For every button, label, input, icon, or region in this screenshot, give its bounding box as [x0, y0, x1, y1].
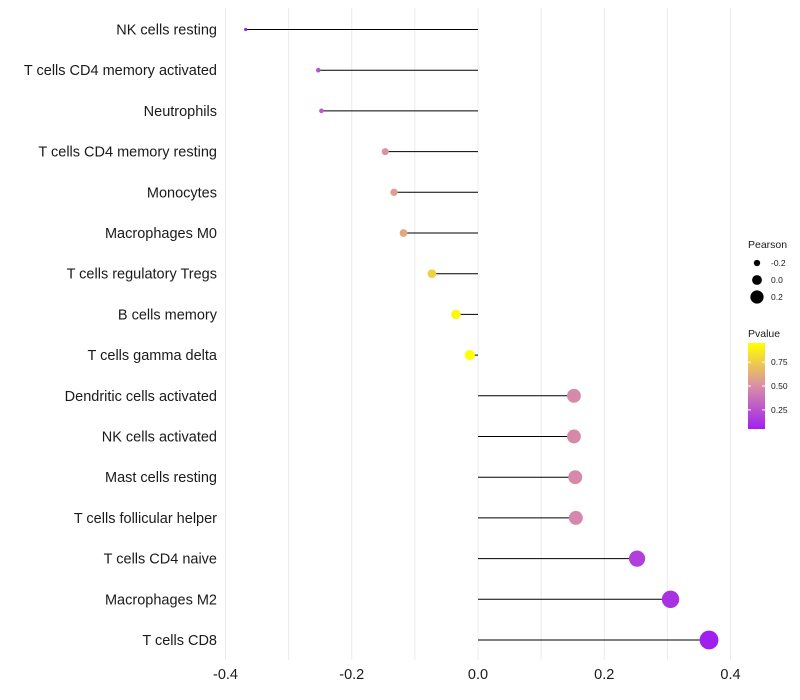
category-label: T cells CD4 memory resting	[38, 145, 217, 161]
data-point	[451, 309, 461, 320]
legend-size-key	[752, 275, 762, 285]
category-label: T cells regulatory Tregs	[67, 267, 217, 283]
category-label: T cells CD4 naive	[104, 552, 217, 568]
x-tick-label: -0.4	[213, 667, 238, 683]
legend: Pearson -0.2 0.0 0.2 Pvalue 0.25 0.50 0.75	[748, 239, 788, 429]
data-point	[390, 188, 398, 196]
data-point	[661, 590, 680, 609]
data-point	[427, 269, 437, 279]
data-point	[628, 550, 646, 567]
data-point	[319, 108, 324, 114]
legend-size-title: Pearson	[748, 239, 787, 251]
gridlines	[225, 8, 731, 660]
category-label: Macrophages M2	[105, 592, 217, 608]
x-tick-label: 0.2	[594, 667, 614, 683]
colorbar-label: 0.50	[771, 381, 788, 391]
data-point	[244, 27, 248, 32]
data-point	[316, 67, 321, 73]
data-point	[381, 148, 389, 156]
category-labels: NK cells resting T cells CD4 memory activ…	[24, 23, 218, 650]
category-label: T cells follicular helper	[74, 511, 217, 527]
data-point	[464, 350, 475, 361]
x-axis-ticks: -0.4 -0.2 0.0 0.2 0.4	[213, 667, 741, 683]
data-point	[568, 510, 583, 525]
legend-size-label: 0.0	[771, 275, 783, 285]
category-label: T cells gamma delta	[88, 348, 218, 364]
legend-size-label: 0.2	[771, 292, 783, 302]
legend-size-label: -0.2	[771, 258, 786, 268]
legend-color-title: Pvalue	[748, 328, 780, 340]
category-label: NK cells resting	[116, 23, 217, 39]
x-tick-label: 0.4	[720, 667, 740, 683]
category-label: B cells memory	[118, 307, 218, 323]
colorbar-label: 0.75	[771, 357, 788, 367]
category-label: Dendritic cells activated	[65, 389, 217, 405]
category-label: Macrophages M0	[105, 226, 217, 242]
data-point	[567, 388, 581, 403]
colorbar	[748, 343, 765, 429]
category-label: NK cells activated	[102, 430, 217, 446]
legend-size-key	[750, 290, 764, 304]
x-tick-label: 0.0	[468, 667, 488, 683]
x-tick-label: -0.2	[339, 667, 364, 683]
category-label: T cells CD8	[142, 633, 217, 649]
colorbar-label: 0.25	[771, 405, 788, 415]
stems	[245, 29, 710, 641]
category-label: Neutrophils	[144, 104, 217, 120]
data-point	[699, 630, 719, 650]
data-point	[567, 429, 581, 444]
data-point	[399, 229, 408, 237]
legend-size-key	[753, 259, 761, 267]
category-label: Mast cells resting	[105, 470, 217, 486]
category-label: T cells CD4 memory activated	[24, 63, 217, 79]
points	[244, 27, 719, 650]
category-label: Monocytes	[147, 185, 217, 201]
data-point	[568, 470, 583, 485]
